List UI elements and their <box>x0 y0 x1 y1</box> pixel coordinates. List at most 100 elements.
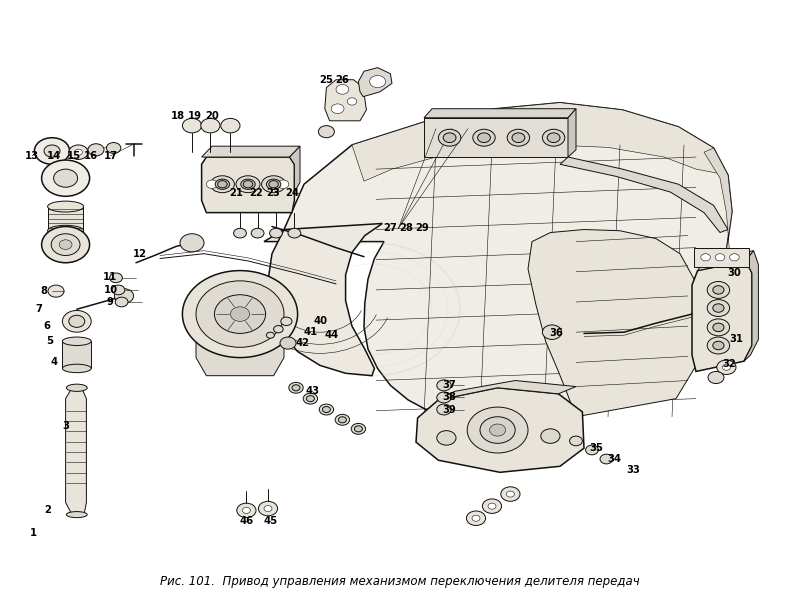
Circle shape <box>182 118 202 133</box>
Circle shape <box>289 382 303 393</box>
Text: 37: 37 <box>442 381 457 390</box>
Text: 6: 6 <box>43 321 50 331</box>
Polygon shape <box>202 157 294 213</box>
Circle shape <box>512 133 525 143</box>
Circle shape <box>243 181 253 188</box>
Text: 7: 7 <box>35 304 42 314</box>
Circle shape <box>473 129 495 146</box>
Polygon shape <box>62 341 91 368</box>
Circle shape <box>478 133 490 143</box>
Circle shape <box>237 503 256 518</box>
Text: 1: 1 <box>30 528 37 538</box>
Polygon shape <box>66 388 86 515</box>
Circle shape <box>74 149 82 155</box>
Circle shape <box>42 160 90 196</box>
Circle shape <box>482 499 502 513</box>
Circle shape <box>438 129 461 146</box>
Ellipse shape <box>48 201 84 212</box>
Circle shape <box>258 501 278 516</box>
Text: 11: 11 <box>103 272 118 281</box>
Text: 3: 3 <box>62 421 69 431</box>
Circle shape <box>266 332 274 338</box>
Circle shape <box>269 181 278 188</box>
Circle shape <box>281 317 292 326</box>
Circle shape <box>264 506 272 512</box>
Polygon shape <box>48 207 83 231</box>
Text: 25: 25 <box>319 75 334 85</box>
Text: 14: 14 <box>47 151 62 161</box>
Text: 33: 33 <box>626 465 641 475</box>
Circle shape <box>713 286 724 294</box>
Polygon shape <box>202 146 300 157</box>
Circle shape <box>318 126 334 138</box>
Text: 44: 44 <box>325 330 339 340</box>
Text: 38: 38 <box>442 393 457 402</box>
Circle shape <box>51 234 80 255</box>
Circle shape <box>292 385 300 391</box>
Circle shape <box>110 273 122 283</box>
Ellipse shape <box>241 179 255 190</box>
Polygon shape <box>358 68 392 97</box>
Circle shape <box>506 491 514 497</box>
Text: 18: 18 <box>170 111 185 121</box>
Circle shape <box>242 507 250 513</box>
Text: 32: 32 <box>722 359 737 368</box>
Text: 21: 21 <box>229 188 243 198</box>
Circle shape <box>707 281 730 298</box>
Ellipse shape <box>210 176 234 193</box>
Circle shape <box>547 133 560 143</box>
Text: 31: 31 <box>729 335 743 344</box>
Text: 40: 40 <box>313 316 327 326</box>
Circle shape <box>214 295 266 333</box>
Circle shape <box>69 145 88 159</box>
Circle shape <box>88 144 104 156</box>
Text: 2: 2 <box>45 506 51 515</box>
Circle shape <box>541 429 560 443</box>
Circle shape <box>715 254 725 261</box>
Text: 19: 19 <box>188 111 202 121</box>
Circle shape <box>303 393 318 404</box>
Circle shape <box>570 436 582 446</box>
Circle shape <box>600 454 613 464</box>
Text: 29: 29 <box>415 223 430 233</box>
Text: 8: 8 <box>41 286 47 296</box>
Polygon shape <box>264 103 732 426</box>
Circle shape <box>370 76 386 88</box>
Circle shape <box>106 143 121 153</box>
Circle shape <box>707 300 730 316</box>
Ellipse shape <box>66 512 87 518</box>
Circle shape <box>730 254 739 261</box>
Circle shape <box>69 315 85 327</box>
Text: 20: 20 <box>205 111 219 121</box>
Circle shape <box>180 234 204 252</box>
Text: 35: 35 <box>589 443 603 453</box>
Circle shape <box>488 503 496 509</box>
Circle shape <box>115 297 128 307</box>
Circle shape <box>201 118 220 133</box>
Polygon shape <box>680 148 732 350</box>
Circle shape <box>347 98 357 105</box>
Text: 43: 43 <box>305 387 319 396</box>
Circle shape <box>196 281 284 347</box>
Ellipse shape <box>62 337 91 345</box>
Circle shape <box>114 289 134 303</box>
Circle shape <box>338 417 346 423</box>
Text: 13: 13 <box>25 151 39 161</box>
Circle shape <box>437 392 451 403</box>
Polygon shape <box>438 381 576 400</box>
Ellipse shape <box>48 225 84 236</box>
Circle shape <box>42 226 90 263</box>
Text: 10: 10 <box>103 285 118 295</box>
Text: 28: 28 <box>399 223 414 233</box>
Text: 34: 34 <box>607 454 622 464</box>
Circle shape <box>331 104 344 114</box>
Polygon shape <box>290 146 300 192</box>
Circle shape <box>280 337 296 349</box>
Text: 39: 39 <box>442 405 457 414</box>
Circle shape <box>707 337 730 354</box>
Polygon shape <box>528 230 702 417</box>
Text: 4: 4 <box>51 358 58 367</box>
Polygon shape <box>416 388 584 472</box>
Circle shape <box>278 180 289 188</box>
Circle shape <box>707 319 730 336</box>
